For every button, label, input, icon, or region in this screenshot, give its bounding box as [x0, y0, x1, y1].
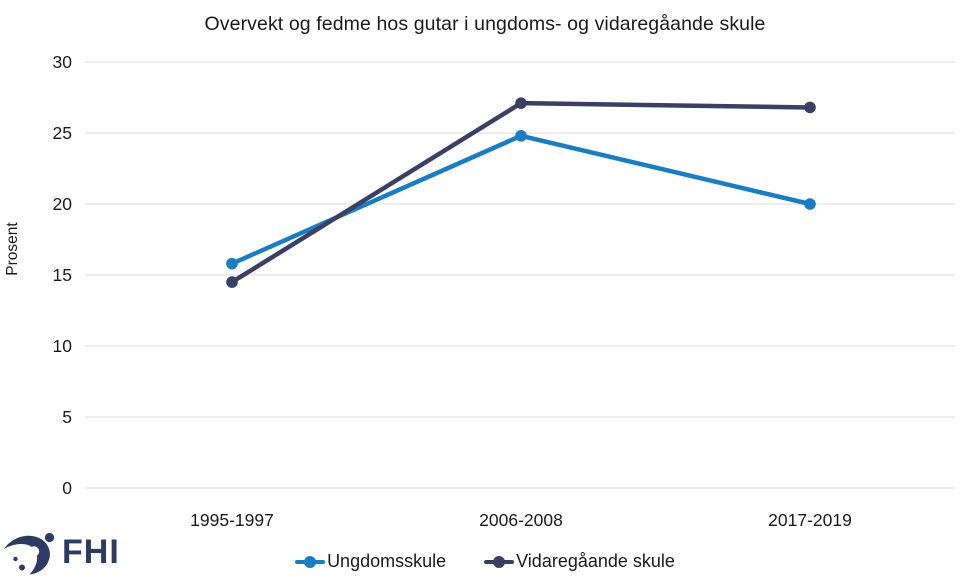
x-tick-label: 2006-2008: [479, 510, 563, 530]
data-point: [804, 101, 816, 114]
data-point: [226, 257, 238, 270]
y-tick-label: 0: [62, 478, 72, 498]
series-line: [229, 133, 813, 266]
series-line: [229, 100, 813, 285]
y-tick-label: 5: [62, 407, 72, 427]
fhi-logo: FHI: [2, 528, 120, 576]
y-tick-label: 25: [53, 123, 72, 143]
y-tick-label: 30: [53, 52, 73, 72]
fhi-logo-text: FHI: [62, 533, 120, 571]
y-tick-label: 10: [53, 336, 73, 356]
chart-title: Overvekt og fedme hos gutar i ungdoms- o…: [204, 13, 766, 35]
x-tick-label: 1995-1997: [190, 510, 274, 530]
data-point: [515, 97, 527, 109]
y-tick-label: 20: [53, 194, 73, 214]
data-point: [226, 276, 238, 288]
x-tick-label: 2017-2019: [768, 510, 852, 530]
data-point: [515, 130, 527, 142]
y-tick-label: 15: [53, 265, 72, 285]
fhi-logo-icon: [4, 532, 55, 575]
data-point: [804, 198, 816, 210]
